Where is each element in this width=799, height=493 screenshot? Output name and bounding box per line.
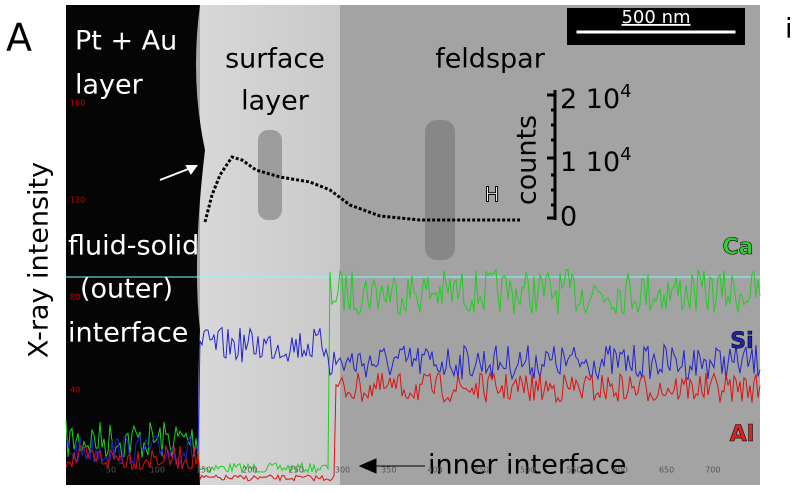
interface-label: (outer) (80, 274, 173, 305)
left-tick: 120 (70, 196, 85, 205)
intensity-trace (65, 371, 761, 483)
dark-streak (258, 130, 282, 220)
dark-streak (425, 120, 455, 260)
bottom-tick: 650 (659, 466, 674, 475)
bottom-tick: 100 (150, 466, 165, 475)
element-label: Si (730, 329, 753, 354)
surface-label: surface (225, 44, 325, 75)
scale-bar (575, 29, 737, 35)
profile-trace (203, 155, 520, 223)
inner-label: inner interface (428, 450, 626, 481)
panel-label: A (6, 16, 32, 60)
tick-exp: 4 (620, 144, 631, 165)
inset-tick: 1 104 (560, 144, 632, 178)
surface-label: layer (241, 86, 310, 117)
inset-tick: 2 104 (560, 81, 632, 115)
side-label: i (785, 14, 793, 45)
bottom-tick: 350 (381, 466, 396, 475)
intensity-trace (65, 268, 761, 475)
tick-mantissa: 2 10 (560, 84, 620, 115)
arrow (159, 165, 198, 181)
bottom-tick: 250 (289, 466, 304, 475)
inset-tick: 0 (560, 202, 577, 233)
inset-axis (547, 90, 557, 220)
scale-bar-box (567, 8, 745, 45)
bottom-tick: 500 (520, 466, 535, 475)
feldspar-region (340, 5, 760, 485)
left-tick: 80 (70, 293, 80, 302)
bottom-tick: 550 (566, 466, 581, 475)
bottom-tick: 300 (335, 466, 350, 475)
bottom-tick: 600 (613, 466, 628, 475)
surface-region (200, 5, 340, 485)
left-tick: 40 (70, 386, 80, 395)
bottom-tick: 450 (474, 466, 489, 475)
bottom-tick: 400 (427, 466, 442, 475)
bottom-tick: 700 (705, 466, 720, 475)
pt-au-label: layer (75, 70, 144, 101)
pt-au-label: Pt + Au (75, 26, 177, 57)
arrow (358, 458, 425, 474)
intensity-trace (65, 326, 761, 466)
left-tick: 160 (70, 99, 85, 108)
bottom-tick: 200 (242, 466, 257, 475)
inset-axis-label: counts (512, 115, 543, 205)
scale-label: 500 nm (621, 7, 690, 28)
element-label: Ca (723, 235, 754, 260)
bottom-tick: 50 (106, 466, 116, 475)
interface-label: interface (68, 318, 188, 349)
element-label: Al (730, 422, 755, 447)
tick-exp: 4 (620, 81, 631, 102)
tick-mantissa: 1 10 (560, 147, 620, 178)
pt-au-region (66, 5, 205, 485)
y-axis-label: X-ray intensity (24, 162, 55, 358)
h-label: H (484, 183, 499, 207)
feldspar-label: feldspar (435, 44, 546, 75)
interface-label: fluid-solid (68, 231, 199, 262)
bottom-tick: 150 (196, 466, 211, 475)
